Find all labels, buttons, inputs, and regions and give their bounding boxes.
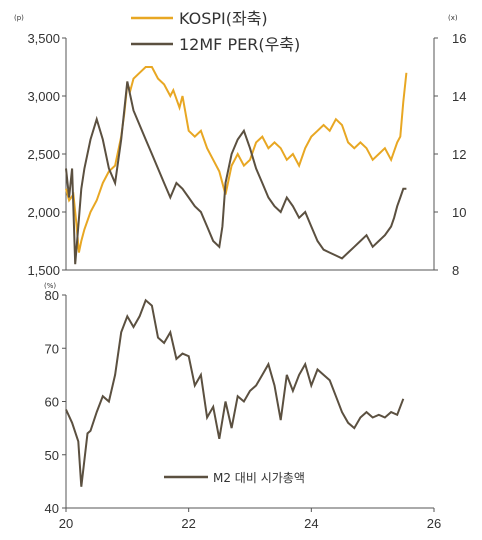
x-axis-tick-label: 26 (427, 516, 441, 531)
legend-m2-label: M2 대비 시가총액 (213, 471, 305, 485)
bottom-chart: (%) 80 70 60 50 40 20 22 24 26 M2 대비 시가총액 (44, 282, 441, 531)
left-axis-tick-label: 3,000 (27, 89, 60, 104)
bottom-y-tick-label: 60 (45, 395, 59, 410)
left-axis-tick-label: 2,500 (27, 147, 60, 162)
x-axis-ticks: 20 22 24 26 (59, 508, 441, 531)
left-axis-tick-label: 2,000 (27, 205, 60, 220)
left-axis-tick-label: 3,500 (27, 31, 60, 46)
left-axis-unit: (p) (14, 14, 24, 22)
right-axis-ticks: 16 14 12 10 8 (434, 31, 466, 278)
right-axis-unit: (x) (448, 14, 458, 22)
right-axis-tick-label: 14 (452, 89, 466, 104)
top-chart: (p) (x) 3,500 3,000 2,500 2,000 1,500 16 14 12… (14, 9, 466, 278)
x-axis-tick-label: 24 (304, 516, 318, 531)
right-axis-tick-label: 8 (452, 263, 459, 278)
bottom-y-tick-label: 40 (45, 501, 59, 516)
legend-kospi-label: KOSPI(좌축) (179, 9, 268, 28)
bottom-y-tick-label: 70 (45, 341, 59, 356)
bottom-y-tick-label: 80 (45, 288, 59, 303)
bottom-y-tick-label: 50 (45, 448, 59, 463)
right-axis-tick-label: 10 (452, 205, 466, 220)
right-axis-tick-label: 16 (452, 31, 466, 46)
right-axis-tick-label: 12 (452, 147, 466, 162)
legend-per-label: 12MF PER(우축) (179, 35, 300, 54)
series-line-m2-ratio (65, 298, 405, 487)
bottom-y-axis-ticks: 80 70 60 50 40 (45, 288, 66, 516)
x-axis-tick-label: 20 (59, 516, 73, 531)
bottom-axis-unit: (%) (44, 282, 56, 290)
left-axis-tick-label: 1,500 (27, 263, 60, 278)
series-line-12mf-per (65, 81, 407, 265)
left-axis-ticks: 3,500 3,000 2,500 2,000 1,500 (27, 31, 66, 278)
x-axis-tick-label: 22 (181, 516, 195, 531)
series-line-kospi (65, 66, 408, 253)
